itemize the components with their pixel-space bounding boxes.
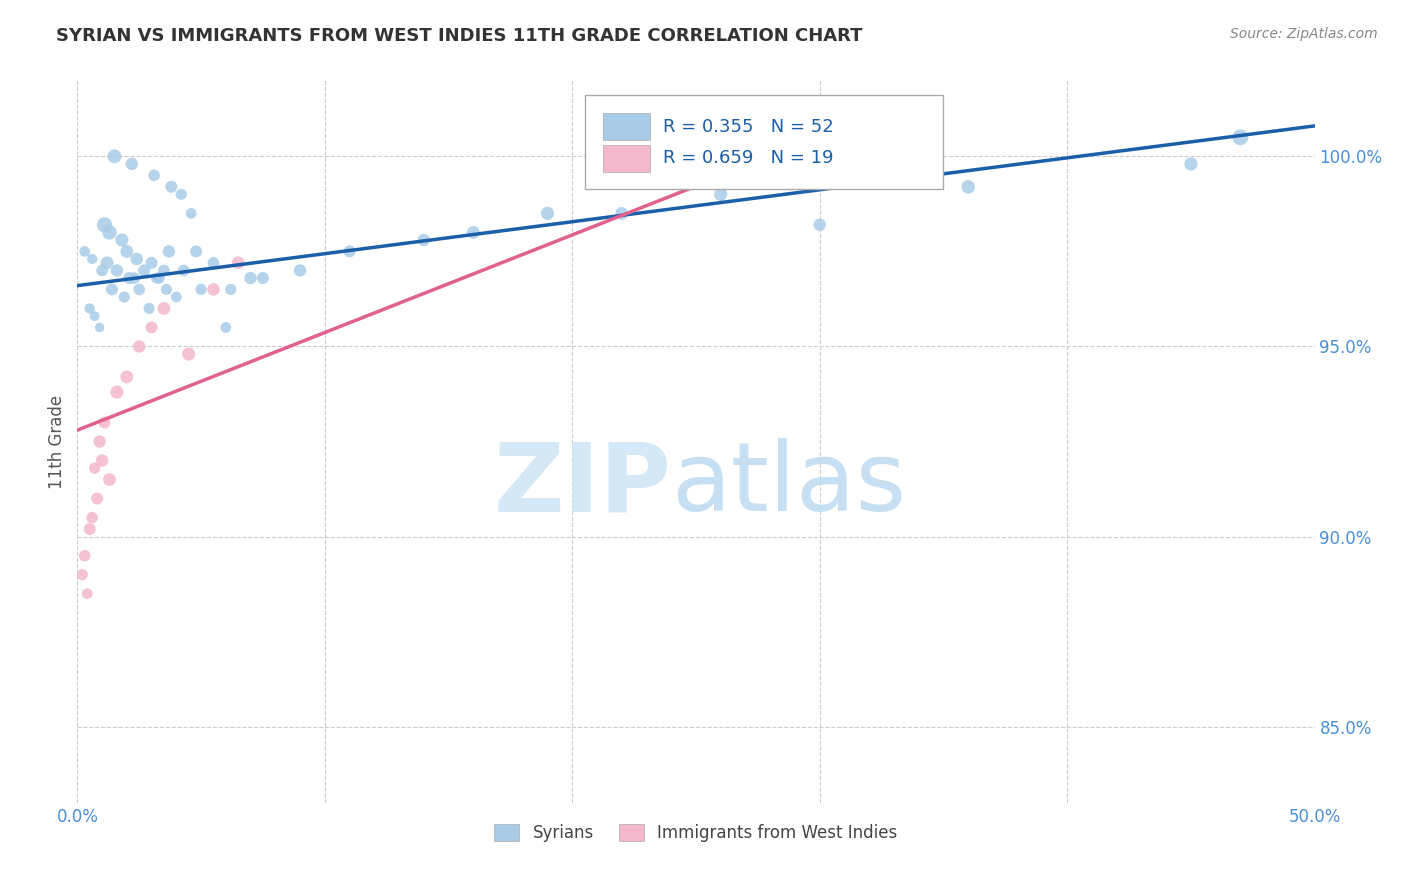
Point [173, 263, 195, 277]
Point [288, 263, 311, 277]
Point [143, 169, 166, 183]
Point [610, 206, 633, 220]
Point [155, 282, 177, 296]
Point [463, 226, 485, 240]
Point [177, 347, 200, 361]
Point [91, 263, 114, 277]
Text: R = 0.659   N = 19: R = 0.659 N = 19 [662, 149, 834, 168]
Point [141, 320, 163, 334]
Point [184, 244, 207, 259]
Point [125, 252, 148, 266]
Point [103, 149, 125, 163]
Point [101, 282, 124, 296]
Point [128, 282, 150, 296]
Point [190, 282, 212, 296]
Point [86, 491, 108, 506]
Point [111, 233, 134, 247]
Point [1180, 157, 1202, 171]
FancyBboxPatch shape [603, 145, 650, 172]
Point [215, 320, 238, 334]
Point [83, 309, 105, 323]
Point [710, 187, 733, 202]
Point [202, 282, 225, 296]
Y-axis label: 11th Grade: 11th Grade [48, 394, 66, 489]
Text: atlas: atlas [671, 438, 907, 532]
Point [112, 290, 135, 304]
Text: Source: ZipAtlas.com: Source: ZipAtlas.com [1230, 27, 1378, 41]
Point [145, 271, 167, 285]
Point [118, 271, 141, 285]
Point [98, 473, 121, 487]
Point [91, 453, 114, 467]
Point [72, 567, 94, 582]
Point [153, 301, 176, 316]
Point [96, 256, 118, 270]
Point [83, 461, 105, 475]
Point [79, 522, 101, 536]
Point [115, 370, 138, 384]
Point [89, 434, 111, 449]
Point [93, 416, 115, 430]
Point [226, 256, 249, 270]
Point [115, 244, 138, 259]
Point [239, 271, 262, 285]
Point [202, 256, 225, 270]
Text: SYRIAN VS IMMIGRANTS FROM WEST INDIES 11TH GRADE CORRELATION CHART: SYRIAN VS IMMIGRANTS FROM WEST INDIES 11… [56, 27, 863, 45]
Point [165, 290, 187, 304]
Point [339, 244, 361, 259]
Point [180, 206, 202, 220]
Point [79, 301, 101, 316]
Text: ZIP: ZIP [494, 438, 671, 532]
Point [1229, 130, 1251, 145]
Point [957, 179, 980, 194]
Point [128, 339, 150, 353]
Point [412, 233, 434, 247]
Point [82, 510, 104, 524]
Point [105, 385, 128, 400]
Point [73, 244, 96, 259]
Point [98, 226, 121, 240]
Point [160, 179, 183, 194]
Point [808, 218, 831, 232]
Point [121, 157, 143, 171]
Point [122, 271, 145, 285]
Text: R = 0.355   N = 52: R = 0.355 N = 52 [662, 118, 834, 136]
Point [82, 252, 104, 266]
Point [252, 271, 274, 285]
Point [105, 263, 128, 277]
Point [148, 271, 170, 285]
Point [153, 263, 176, 277]
Point [138, 301, 160, 316]
Point [219, 282, 242, 296]
Point [89, 320, 111, 334]
Point [73, 549, 96, 563]
FancyBboxPatch shape [603, 112, 650, 140]
Point [157, 244, 180, 259]
Point [134, 263, 156, 277]
FancyBboxPatch shape [585, 95, 943, 189]
Point [536, 206, 558, 220]
Point [76, 587, 98, 601]
Point [141, 256, 163, 270]
Legend: Syrians, Immigrants from West Indies: Syrians, Immigrants from West Indies [488, 817, 904, 848]
Point [170, 187, 193, 202]
Point [93, 218, 115, 232]
